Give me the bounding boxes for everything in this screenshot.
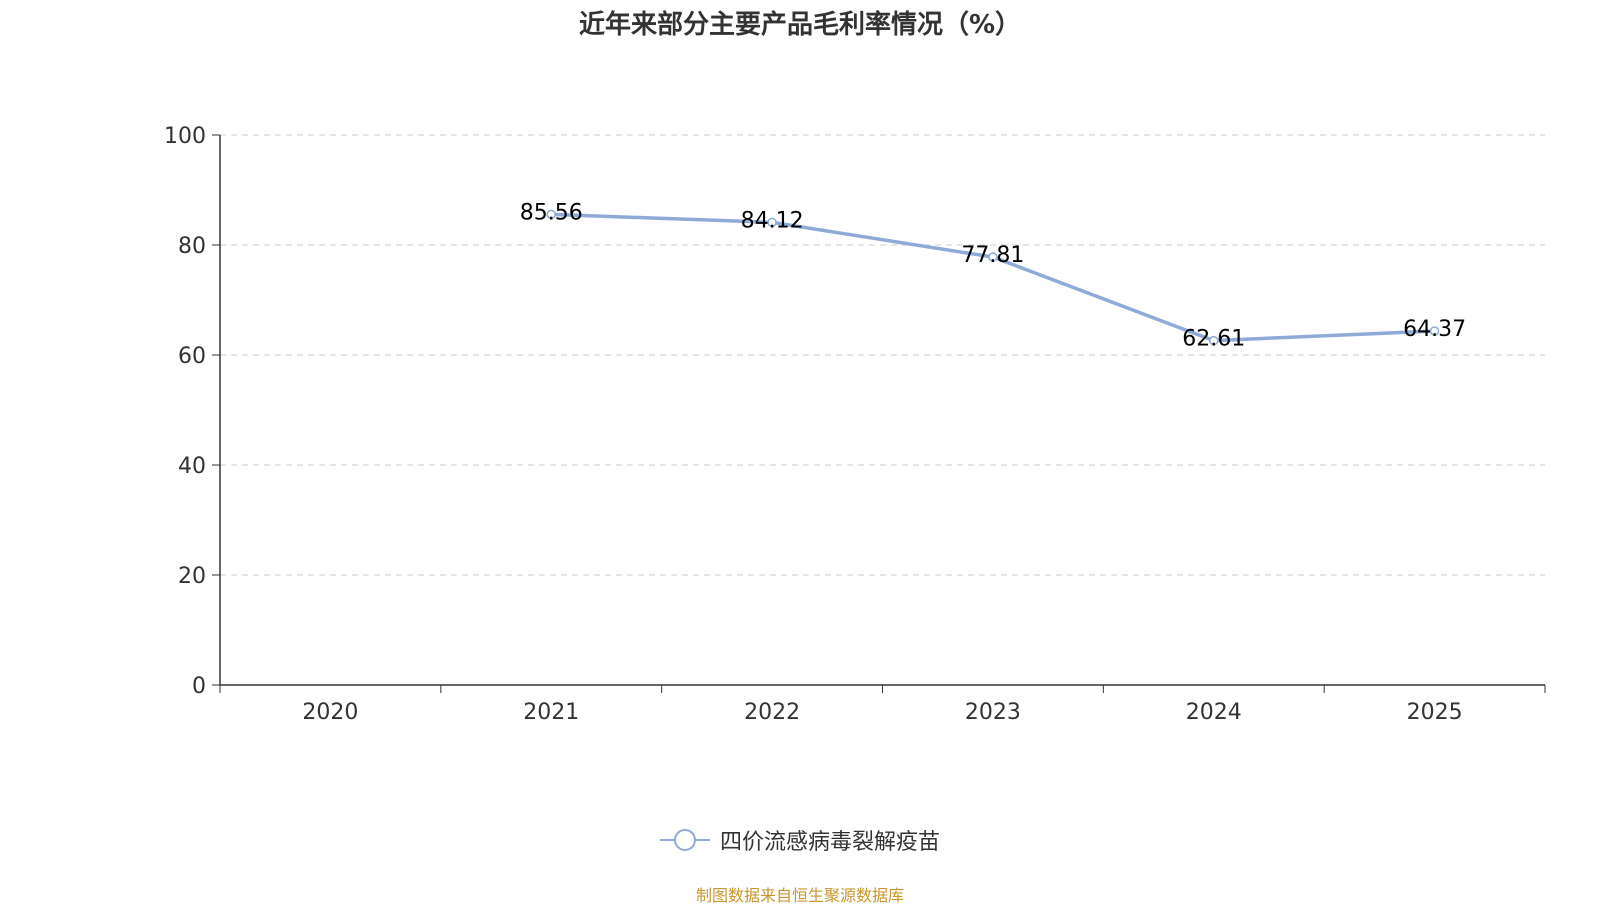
y-tick-label: 100 (164, 124, 206, 149)
y-tick-label: 20 (178, 564, 206, 589)
grid-lines (220, 134, 1545, 576)
data-labels: 85.56 84.12 77.81 62.61 64.37 (520, 200, 1466, 351)
data-point (1429, 326, 1440, 336)
data-point (767, 217, 777, 228)
series-lines (546, 209, 1440, 346)
x-tick-label: 2024 (1186, 700, 1242, 725)
data-label: 62.61 (1182, 327, 1245, 352)
data-label: 84.12 (741, 208, 804, 233)
y-tick-label: 0 (192, 674, 206, 699)
data-point (1209, 335, 1219, 346)
y-tick-label: 40 (178, 454, 206, 479)
data-label: 64.37 (1403, 317, 1466, 342)
x-tick-label: 2020 (302, 700, 358, 725)
legend-label: 四价流感病毒裂解疫苗 (719, 830, 940, 855)
x-tick-label: 2021 (523, 700, 579, 725)
x-tick-label: 2025 (1407, 700, 1463, 725)
y-tick-label: 80 (178, 234, 206, 259)
chart-title: 近年来部分主要产品毛利率情况（%） (578, 10, 1022, 40)
data-point (988, 252, 998, 262)
axes: 0 20 40 60 80 100 2020 2021 2022 2023 2024 2025 (164, 124, 1546, 725)
legend[interactable]: 四价流感病毒裂解疫苗 (0, 824, 1600, 856)
x-tick-label: 2023 (965, 700, 1021, 725)
source-note: 制图数据来自恒生聚源数据库 (695, 886, 904, 905)
data-label: 77.81 (961, 243, 1024, 268)
data-point (546, 209, 556, 220)
y-tick-label: 60 (178, 344, 206, 369)
series-line (551, 212, 1435, 343)
legend-line-circle-icon (659, 829, 710, 851)
x-tick-label: 2022 (744, 700, 800, 725)
data-label: 85.56 (520, 200, 583, 225)
